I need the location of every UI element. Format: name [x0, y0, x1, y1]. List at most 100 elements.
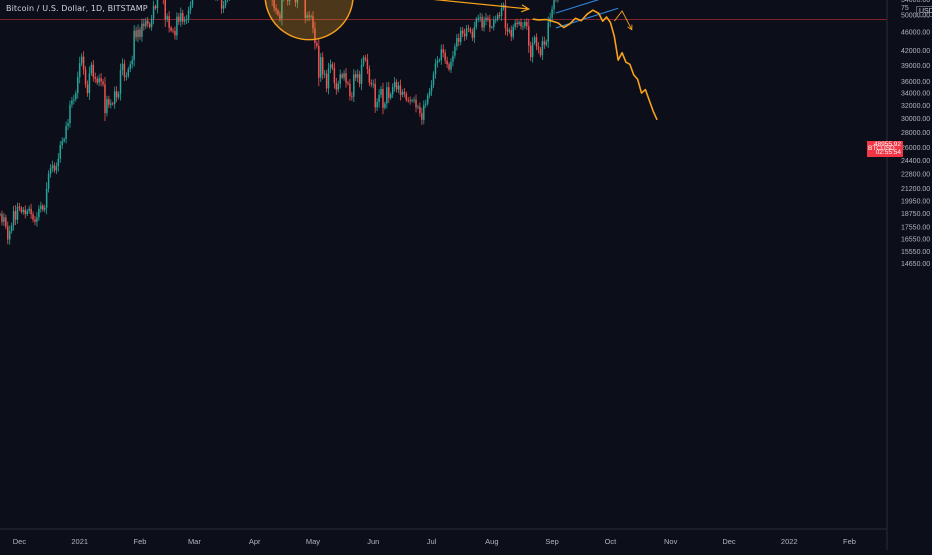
candle-body: [353, 74, 355, 96]
candle-body: [85, 70, 87, 85]
candle-body: [54, 165, 56, 170]
candle-body: [468, 28, 470, 29]
price-axis-label: 14650.00: [901, 261, 930, 268]
candle-body: [374, 84, 376, 107]
candle-body: [456, 38, 458, 46]
price-axis-label: 54000.00: [901, 0, 930, 4]
candle-body: [386, 87, 388, 103]
candle-body: [73, 99, 75, 100]
candle-body: [372, 84, 374, 85]
candle-body: [3, 217, 5, 221]
candle-body: [324, 74, 326, 75]
candle-body: [91, 65, 93, 73]
last-price-value: 48955.92: [874, 141, 901, 149]
candle-body: [56, 166, 58, 170]
candle-body: [184, 20, 186, 22]
candle-body: [0, 214, 1, 215]
candle-body: [122, 64, 124, 70]
candle-body: [536, 37, 538, 46]
price-axis-label: 15550.00: [901, 249, 930, 256]
candle-body: [60, 145, 62, 159]
candle-body: [406, 94, 408, 100]
candle-body: [174, 31, 176, 35]
candle-body: [180, 13, 182, 22]
candle-body: [13, 211, 15, 225]
candle-body: [128, 69, 130, 76]
candle-body: [46, 189, 48, 208]
candle-body: [390, 94, 392, 98]
candle-body: [36, 217, 38, 221]
candle-body: [188, 10, 190, 19]
candle-body: [34, 220, 36, 222]
candle-body: [532, 43, 534, 57]
candle-body: [38, 209, 40, 218]
candle-body: [65, 126, 67, 139]
candle-body: [17, 207, 19, 220]
candle-body: [462, 31, 464, 34]
candle-body: [102, 82, 104, 85]
candle-body: [448, 64, 450, 69]
price-axis-label: 18750.00: [901, 211, 930, 218]
price-axis-label: 30000.00: [901, 116, 930, 123]
candle-body: [157, 0, 159, 8]
candle-body: [499, 15, 501, 16]
candle-body: [110, 103, 112, 104]
candle-body: [481, 17, 483, 27]
candle-body: [145, 21, 147, 26]
candle-body: [126, 76, 128, 77]
candle-body: [63, 139, 65, 141]
candle-body: [87, 84, 89, 93]
time-axis-label: Oct: [605, 537, 618, 546]
candle-body: [446, 61, 448, 65]
candle-body: [398, 85, 400, 89]
candle-body: [551, 9, 553, 18]
candle-body: [322, 57, 324, 74]
candle-body: [407, 100, 409, 101]
candle-body: [542, 41, 544, 55]
currency-selector[interactable]: USD: [916, 6, 932, 17]
candle-body: [415, 100, 417, 108]
candle-body: [96, 79, 98, 83]
price-axis-label: 16550.00: [901, 236, 930, 243]
candle-body: [460, 31, 462, 42]
candle-body: [98, 78, 100, 82]
candle-body: [472, 32, 474, 38]
candle-body: [464, 34, 466, 37]
candle-body: [52, 165, 54, 168]
candle-body: [540, 49, 542, 55]
candle-body: [120, 70, 122, 94]
candle-body: [1, 214, 3, 222]
candle-body: [69, 105, 71, 123]
candle-body: [15, 211, 17, 220]
candle-body: [182, 13, 184, 22]
candle-body: [151, 19, 153, 27]
candle-body: [25, 210, 27, 214]
candle-body: [485, 18, 487, 21]
time-axis-label: Jul: [427, 537, 437, 546]
candle-body: [369, 69, 371, 83]
time-axis-label: Jun: [367, 537, 379, 546]
time-axis-label: Feb: [843, 537, 856, 546]
candle-body: [100, 78, 102, 81]
candle-body: [419, 107, 421, 113]
candle-body: [404, 92, 406, 94]
time-axis-label: Dec: [722, 537, 736, 546]
candle-body: [474, 27, 476, 38]
candle-body: [458, 38, 460, 42]
candle-body: [21, 208, 23, 212]
candle-body: [114, 91, 116, 104]
candle-body: [355, 74, 357, 77]
candle-body: [124, 64, 126, 77]
candle-body: [371, 83, 373, 85]
candle-body: [520, 22, 522, 26]
time-axis-label: Mar: [188, 537, 201, 546]
candle-body: [359, 74, 361, 83]
candle-body: [166, 16, 168, 19]
time-axis-label: May: [306, 537, 320, 546]
price-axis-label: 28000.00: [901, 130, 930, 137]
candle-body: [338, 84, 340, 90]
candle-body: [505, 5, 507, 29]
candle-body: [495, 19, 497, 20]
